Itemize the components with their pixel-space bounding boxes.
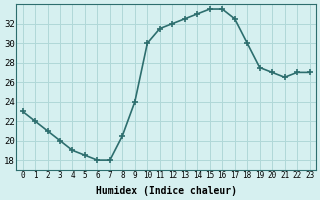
X-axis label: Humidex (Indice chaleur): Humidex (Indice chaleur)	[96, 186, 236, 196]
